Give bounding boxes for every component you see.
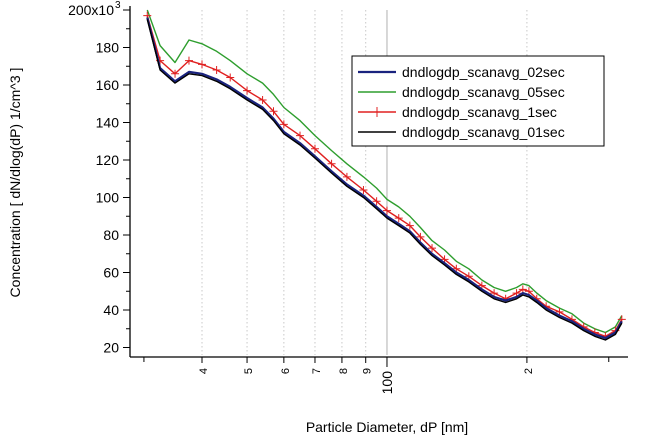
series-marker-14 bbox=[342, 172, 351, 181]
y-tick-label-2: 60 bbox=[103, 265, 119, 281]
series-marker-6 bbox=[226, 73, 235, 82]
series-marker-3 bbox=[184, 56, 193, 65]
y-tick-label-top: 200x10 bbox=[68, 2, 114, 18]
x-axis-ticks: 4 5 6 7 8 9 100 2 bbox=[143, 357, 610, 395]
y-axis-ticks: 20 40 60 80 100 120 140 160 180 200x10 3 bbox=[68, 0, 130, 356]
series-line-dndlogdp_scanavg_01sec bbox=[146, 19, 623, 341]
axes bbox=[129, 6, 628, 358]
x-tick-label-6: 100 bbox=[379, 371, 395, 395]
series-marker-18 bbox=[394, 214, 403, 223]
series-marker-20 bbox=[416, 232, 425, 241]
x-tick-label-1: 5 bbox=[243, 368, 255, 374]
y-tick-label-5: 120 bbox=[96, 152, 120, 168]
series-marker-8 bbox=[258, 96, 267, 104]
series-marker-13 bbox=[327, 159, 336, 168]
x-tick-label-0: 4 bbox=[198, 368, 210, 374]
series-marker-15 bbox=[359, 186, 368, 194]
series-line-dndlogdp_scanavg_02sec bbox=[146, 17, 623, 340]
legend-label-2: dndlogdp_scanavg_1sec bbox=[402, 104, 557, 120]
y-tick-label-7: 160 bbox=[96, 77, 120, 93]
y-tick-label-0: 20 bbox=[103, 340, 119, 356]
y-tick-label-3: 80 bbox=[103, 227, 119, 243]
y-tick-label-4: 100 bbox=[96, 190, 120, 206]
series-lines bbox=[143, 9, 626, 341]
series-marker-9 bbox=[269, 107, 278, 116]
series-marker-12 bbox=[310, 144, 319, 153]
y-tick-label-6: 140 bbox=[96, 115, 120, 131]
series-marker-17 bbox=[382, 206, 391, 215]
legend-label-0: dndlogdp_scanavg_02sec bbox=[402, 64, 565, 80]
series-marker-16 bbox=[372, 197, 381, 206]
x-tick-label-7: 2 bbox=[523, 368, 535, 374]
x-tick-label-5: 9 bbox=[362, 368, 374, 374]
legend-label-3: dndlogdp_scanavg_01sec bbox=[402, 124, 565, 140]
legend: dndlogdp_scanavg_02sec dndlogdp_scanavg_0… bbox=[351, 55, 605, 147]
x-tick-label-4: 8 bbox=[338, 368, 350, 374]
series-marker-5 bbox=[212, 66, 221, 74]
x-tick-label-2: 6 bbox=[280, 368, 292, 374]
series-marker-10 bbox=[279, 120, 288, 129]
y-axis-title: Concentration [ dN/dlog(dP) 1/cm^3 ] bbox=[7, 68, 23, 298]
y-tick-label-1: 40 bbox=[103, 302, 119, 318]
series-line-dndlogdp_scanavg_05sec bbox=[146, 9, 623, 334]
series-marker-21 bbox=[428, 244, 437, 253]
series-line-dndlogdp_scanavg_1sec bbox=[146, 15, 623, 337]
y-tick-label-8: 180 bbox=[96, 40, 120, 56]
x-axis-title: Particle Diameter, dP [nm] bbox=[306, 419, 468, 435]
series-marker-11 bbox=[296, 131, 305, 140]
series-marker-19 bbox=[405, 221, 414, 230]
series-marker-7 bbox=[243, 86, 252, 95]
series-marker-2 bbox=[171, 69, 180, 78]
series-marker-4 bbox=[198, 60, 207, 69]
legend-label-1: dndlogdp_scanavg_05sec bbox=[402, 84, 565, 100]
x-tick-label-3: 7 bbox=[311, 368, 323, 374]
y-tick-label-top-exponent: 3 bbox=[115, 0, 121, 11]
